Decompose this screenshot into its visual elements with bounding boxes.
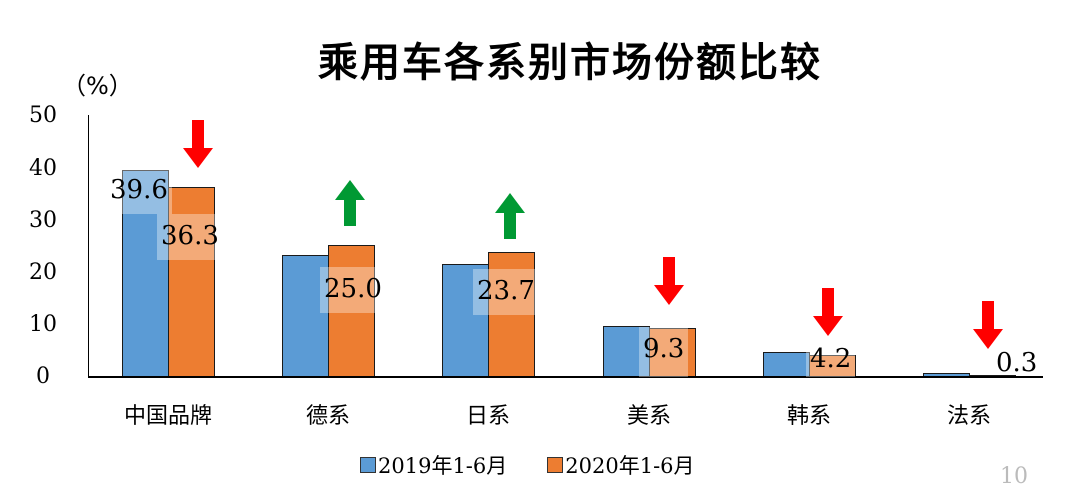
- y-axis-unit: （%）: [62, 72, 133, 100]
- bar-2020-japanese: [488, 252, 535, 377]
- legend-swatch-2020: [547, 457, 564, 473]
- bar-2019-korean: [763, 352, 810, 377]
- arrow-down-icon: [973, 301, 1003, 349]
- label-2020-german: 25.0: [320, 267, 386, 313]
- x-label-german: 德系: [305, 404, 350, 429]
- label-2020-french: 0.3: [996, 348, 1038, 378]
- arrow-up-icon: [335, 180, 365, 226]
- y-tick-20: 20: [29, 260, 57, 285]
- x-label-china: 中国品牌: [123, 404, 212, 429]
- arrow-down-icon: [654, 257, 684, 305]
- legend-label-2019: 2019年1-6月: [378, 454, 508, 478]
- y-tick-30: 30: [29, 208, 57, 233]
- x-label-korean: 韩系: [786, 404, 831, 429]
- bar-2019-japanese: [442, 264, 489, 377]
- x-label-japanese: 日系: [465, 404, 510, 429]
- x-label-american: 美系: [626, 404, 671, 429]
- bar-2020-china: [168, 187, 215, 377]
- y-axis: [88, 115, 89, 377]
- arrow-up-icon: [495, 193, 525, 239]
- legend-item-2020: 2020年1-6月: [547, 450, 695, 480]
- y-tick-40: 40: [29, 156, 57, 181]
- legend-item-2019: 2019年1-6月: [360, 450, 507, 480]
- bar-2020-american: [649, 328, 696, 377]
- bar-2020-german: [328, 245, 375, 377]
- y-tick-10: 10: [29, 312, 57, 337]
- legend-swatch-2019: [360, 457, 376, 473]
- legend: 2019年1-6月 2020年1-6月: [360, 450, 695, 480]
- label-2020-korean: 4.2: [806, 339, 856, 377]
- label-2020-china: 36.3: [157, 214, 223, 260]
- y-tick-50: 50: [29, 103, 57, 128]
- label-2019-china: 39.6: [106, 168, 172, 214]
- label-2020-american: 9.3: [639, 327, 689, 377]
- x-axis: [88, 376, 1043, 378]
- label-2020-japanese: 23.7: [473, 269, 539, 315]
- bar-2019-china: [122, 170, 169, 377]
- x-label-french: 法系: [946, 404, 991, 429]
- arrow-down-icon: [813, 288, 843, 336]
- bar-2019-american: [603, 326, 650, 377]
- arrow-down-icon: [183, 120, 213, 168]
- legend-label-2020: 2020年1-6月: [565, 454, 695, 478]
- y-tick-0: 0: [36, 364, 50, 389]
- chart-title: 乘用车各系别市场份额比较: [318, 40, 822, 86]
